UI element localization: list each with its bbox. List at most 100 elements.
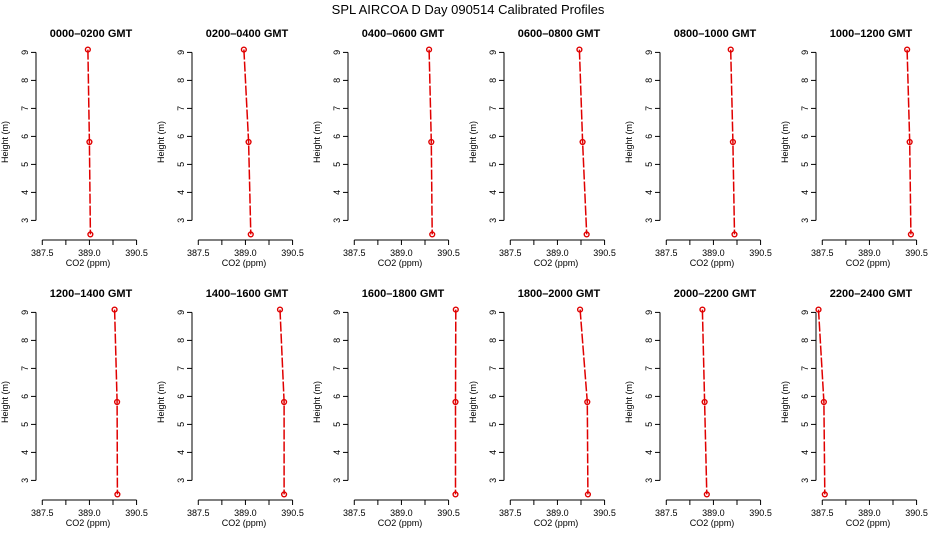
y-tick-label: 5 [488, 422, 498, 427]
x-tick-label: 390.5 [437, 508, 460, 518]
chart-panel-1: 0000–0200 GMT 3 4 5 6 7 8 9 387.5 389.0 390.5 CO2 (… [0, 28, 148, 268]
x-tick-label: 390.5 [281, 508, 304, 518]
data-point [87, 231, 94, 238]
data-point [584, 491, 592, 498]
x-tick-label: 389.0 [546, 248, 569, 258]
x-axis-label: CO2 (ppm) [378, 258, 423, 268]
y-axis-label: Height (m) [468, 381, 478, 423]
data-point [114, 491, 121, 498]
y-tick-label: 7 [20, 106, 30, 111]
panel-title: 1600–1800 GMT [362, 288, 445, 300]
y-tick-label: 5 [644, 162, 654, 167]
y-tick-label: 8 [644, 78, 654, 83]
data-point [452, 398, 459, 406]
y-tick-label: 8 [488, 78, 498, 83]
series-line [701, 309, 708, 495]
y-axis-label: Height (m) [780, 121, 790, 163]
chart-panel-11: 2000–2200 GMT 3 4 5 6 7 8 9 387.5 389.0 390.5 CO2 (… [624, 288, 772, 528]
y-tick-label: 4 [800, 450, 810, 455]
x-tick-label: 390.5 [749, 248, 772, 258]
series-line [243, 49, 252, 235]
x-tick-label: 390.5 [593, 248, 616, 258]
y-axis-label: Height (m) [156, 121, 166, 163]
x-tick-label: 389.0 [390, 508, 413, 518]
y-tick-label: 3 [332, 218, 342, 223]
x-tick-label: 387.5 [655, 508, 678, 518]
panel-title: 0200–0400 GMT [206, 28, 289, 40]
y-tick-label: 5 [20, 162, 30, 167]
panel-title: 2000–2200 GMT [674, 288, 757, 300]
y-tick-label: 6 [488, 394, 498, 399]
series-line [579, 309, 589, 495]
x-tick-label: 387.5 [31, 508, 54, 518]
series-line [87, 49, 92, 235]
data-point [701, 398, 708, 406]
y-tick-label: 3 [644, 478, 654, 483]
series-line [906, 49, 912, 235]
y-tick-label: 8 [332, 338, 342, 343]
x-tick-label: 390.5 [905, 248, 928, 258]
y-tick-label: 9 [176, 310, 186, 315]
x-tick-label: 387.5 [499, 248, 522, 258]
y-tick-label: 9 [488, 310, 498, 315]
y-tick-label: 9 [800, 50, 810, 55]
y-tick-label: 4 [20, 450, 30, 455]
y-tick-label: 8 [176, 78, 186, 83]
series-line [279, 309, 285, 495]
data-point [113, 398, 121, 406]
y-tick-label: 3 [20, 478, 30, 483]
y-tick-label: 7 [644, 106, 654, 111]
y-tick-label: 7 [800, 106, 810, 111]
y-tick-label: 8 [800, 338, 810, 343]
x-tick-label: 389.0 [234, 248, 257, 258]
panel-title: 0600–0800 GMT [518, 28, 601, 40]
x-tick-label: 389.0 [390, 248, 413, 258]
y-axis-label: Height (m) [624, 121, 634, 163]
y-tick-label: 6 [644, 134, 654, 139]
y-tick-label: 7 [488, 106, 498, 111]
y-tick-label: 4 [332, 450, 342, 455]
y-tick-label: 7 [800, 366, 810, 371]
y-tick-label: 5 [176, 422, 186, 427]
panel-title: 1800–2000 GMT [518, 288, 601, 300]
x-tick-label: 390.5 [905, 508, 928, 518]
y-tick-label: 4 [332, 190, 342, 195]
data-point [583, 231, 590, 238]
panels-container: 0000–0200 GMT 3 4 5 6 7 8 9 387.5 389.0 390.5 CO2 (… [0, 28, 928, 528]
series-line [817, 309, 826, 495]
chart-panel-3: 0400–0600 GMT 3 4 5 6 7 8 9 387.5 389.0 390.5 CO2 (… [312, 28, 460, 268]
y-axis-label: Height (m) [624, 381, 634, 423]
y-tick-label: 4 [644, 450, 654, 455]
y-tick-label: 8 [20, 338, 30, 343]
x-tick-label: 389.0 [858, 248, 881, 258]
y-tick-label: 7 [644, 366, 654, 371]
y-tick-label: 5 [332, 162, 342, 167]
x-tick-label: 390.5 [125, 248, 148, 258]
data-point [907, 231, 915, 238]
y-tick-label: 5 [800, 162, 810, 167]
y-axis-label: Height (m) [312, 121, 322, 163]
x-tick-label: 390.5 [281, 248, 304, 258]
figure-title: SPL AIRCOA D Day 090514 Calibrated Profi… [332, 2, 605, 17]
y-axis-label: Height (m) [156, 381, 166, 423]
y-tick-label: 6 [20, 394, 30, 399]
series-line [578, 49, 588, 235]
data-point [584, 398, 591, 406]
x-tick-label: 387.5 [343, 508, 366, 518]
y-tick-label: 4 [176, 450, 186, 455]
x-tick-label: 387.5 [499, 508, 522, 518]
x-tick-label: 389.0 [702, 248, 725, 258]
x-tick-label: 389.0 [858, 508, 881, 518]
y-tick-label: 9 [644, 310, 654, 315]
data-point [452, 491, 459, 498]
x-axis-label: CO2 (ppm) [534, 258, 579, 268]
y-tick-label: 9 [20, 50, 30, 55]
data-point [731, 231, 738, 238]
y-axis-label: Height (m) [312, 381, 322, 423]
y-tick-label: 7 [20, 366, 30, 371]
chart-panel-2: 0200–0400 GMT 3 4 5 6 7 8 9 387.5 389.0 390.5 CO2 (… [156, 28, 304, 268]
y-tick-label: 9 [20, 310, 30, 315]
y-tick-label: 6 [332, 394, 342, 399]
